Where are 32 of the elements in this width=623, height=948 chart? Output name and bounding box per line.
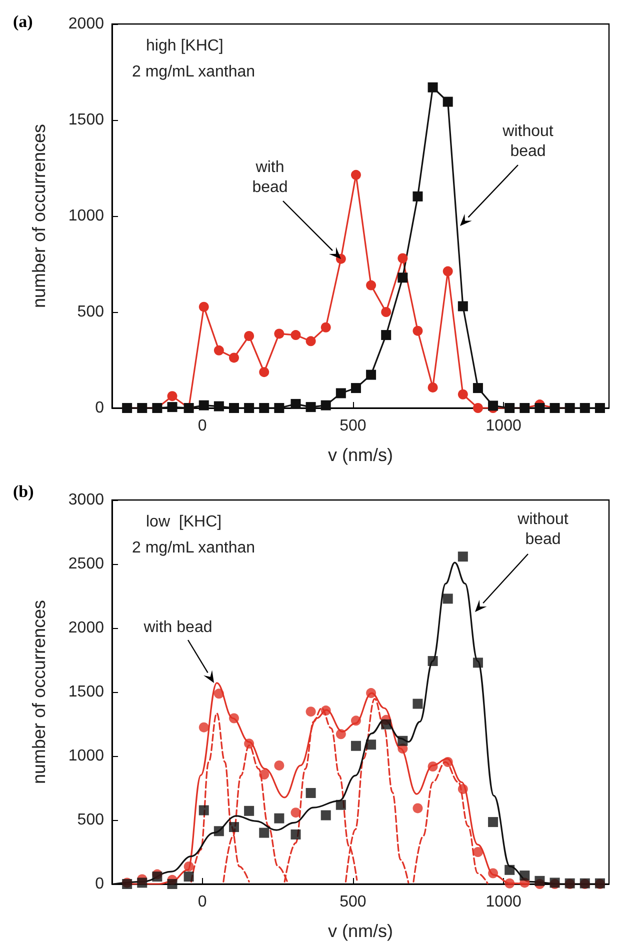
y-tick-label: 0 bbox=[95, 400, 104, 416]
y-tick-label: 1000 bbox=[68, 748, 104, 764]
annotation: with bead bbox=[252, 159, 288, 196]
x-tick-label: 0 bbox=[198, 894, 207, 910]
chart-title: (b) bbox=[13, 482, 34, 501]
y-tick-label: 0 bbox=[95, 876, 104, 892]
y-tick-label: 1500 bbox=[68, 112, 104, 128]
y-tick-label: 500 bbox=[77, 812, 104, 828]
x-axis-title: v (nm/s) bbox=[328, 921, 393, 941]
annotation: high [KHC] bbox=[146, 38, 224, 54]
annotation: 2 mg/mL xanthan bbox=[132, 64, 256, 80]
x-tick-label: 500 bbox=[340, 418, 366, 434]
annotation: 2 mg/mL xanthan bbox=[132, 540, 256, 556]
y-tick-label: 2000 bbox=[68, 16, 104, 32]
annotation: low [KHC] bbox=[146, 514, 222, 530]
y-axis-title: number of occurrences bbox=[29, 600, 49, 784]
x-tick-label: 0 bbox=[198, 418, 207, 434]
y-tick-label: 3000 bbox=[68, 492, 104, 508]
x-tick-label: 1000 bbox=[486, 418, 522, 434]
x-tick-label: 1000 bbox=[486, 894, 522, 910]
x-tick-label: 500 bbox=[340, 894, 366, 910]
y-tick-label: 1000 bbox=[68, 208, 104, 224]
y-axis-title: number of occurrences bbox=[29, 124, 49, 308]
annotation: without bead bbox=[518, 511, 568, 548]
annotation: with bead bbox=[144, 619, 212, 636]
chart-title: (a) bbox=[13, 12, 33, 31]
y-tick-label: 1500 bbox=[68, 684, 104, 700]
x-axis-title: v (nm/s) bbox=[328, 445, 393, 465]
y-tick-label: 500 bbox=[77, 304, 104, 320]
y-tick-label: 2000 bbox=[68, 620, 104, 636]
annotation: without bead bbox=[502, 123, 554, 160]
y-tick-label: 2500 bbox=[68, 556, 104, 572]
